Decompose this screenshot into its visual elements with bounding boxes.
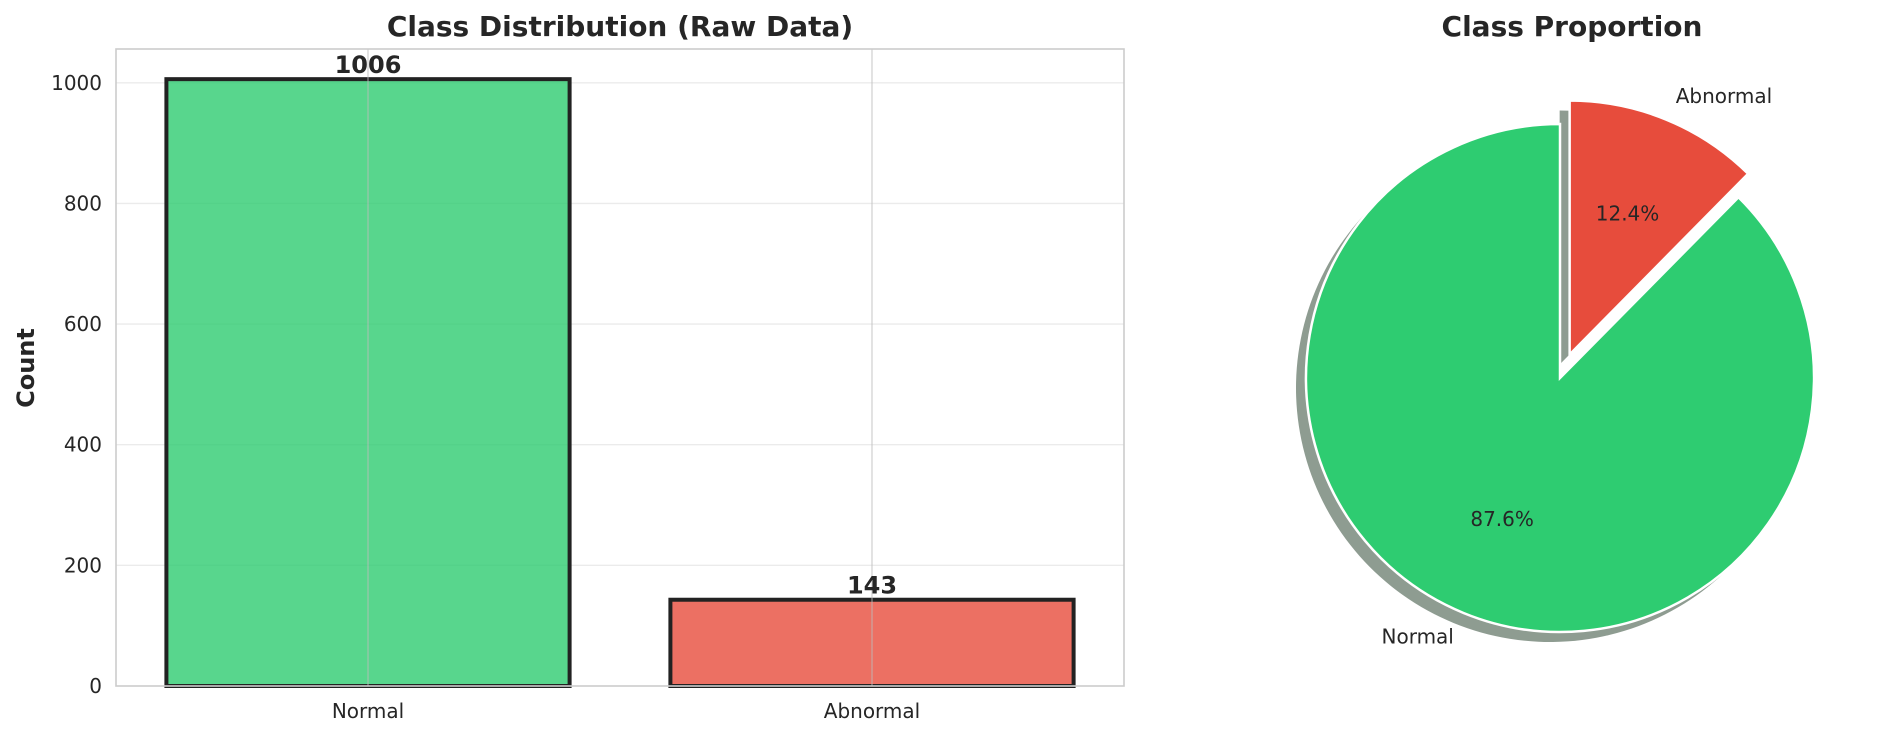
pie-slice-abnormal (1568, 99, 1750, 358)
y-axis-label: Count (12, 328, 40, 408)
bar-value-label: 1006 (335, 51, 402, 79)
pie-labels: 87.6% Normal 12.4% Abnormal (1382, 84, 1773, 648)
pie-category-label: Normal (1382, 624, 1454, 648)
x-tick-label: Normal (332, 699, 404, 723)
pie-percent-label: 12.4% (1596, 202, 1660, 226)
pie-chart: Class Proportion 87.6% Normal 12.4% Abnorma… (1296, 10, 1816, 648)
y-tick-label: 1000 (51, 71, 102, 95)
y-axis-ticks: 0 200 400 600 800 1000 (51, 71, 102, 698)
y-tick-label: 200 (64, 553, 102, 577)
pie-slice-normal (1304, 122, 1816, 634)
pie-chart-title: Class Proportion (1442, 10, 1703, 43)
x-tick-label: Abnormal (824, 699, 920, 723)
y-tick-label: 800 (64, 191, 102, 215)
bar-chart-title: Class Distribution (Raw Data) (387, 10, 853, 43)
pie-slices (1304, 99, 1816, 634)
bar-data-labels: 1006 143 (335, 51, 897, 600)
bar-plot-frame (115, 48, 1125, 687)
x-axis-ticks: Normal Abnormal (332, 699, 920, 723)
pie-category-label: Abnormal (1676, 84, 1772, 108)
pie-percent-label: 87.6% (1470, 507, 1534, 531)
y-tick-label: 0 (89, 674, 102, 698)
bar-chart: Class Distribution (Raw Data) 0 200 400 600… (12, 10, 1125, 723)
bar-value-label: 143 (847, 572, 897, 600)
bar-marks (164, 49, 1076, 688)
y-tick-label: 600 (64, 312, 102, 336)
y-tick-label: 400 (64, 433, 102, 457)
